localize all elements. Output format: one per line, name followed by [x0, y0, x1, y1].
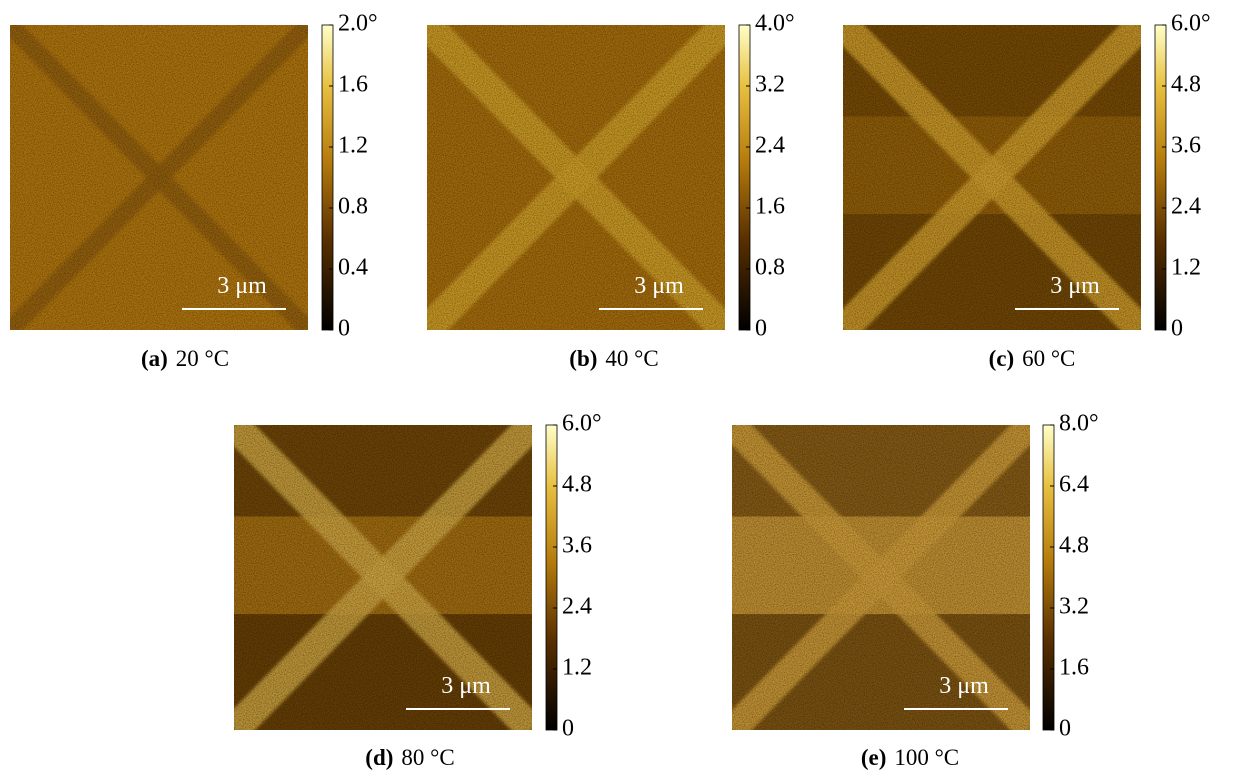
panel: 3 μm 0 1.2 2.4 3.6 4.8 6.0° (c) 60 °C	[843, 11, 1211, 371]
colorbar-tick-label: 0	[338, 316, 350, 342]
colorbar-tick-label: 2.0°	[338, 11, 378, 37]
colorbar-tick-label: 6.0°	[1171, 11, 1211, 37]
afm-image	[427, 25, 725, 330]
noise	[427, 25, 725, 330]
colorbar	[738, 24, 751, 331]
colorbar-tick-label: 3.2	[755, 72, 785, 98]
colorbar-tick-label: 4.8	[562, 472, 592, 498]
scale-bar-label: 3 μm	[939, 673, 989, 699]
caption-label: (a)	[141, 346, 168, 371]
panel: 3 μm 0 0.4 0.8 1.2 1.6 2.0° (a) 20 °C	[10, 11, 378, 371]
noise	[732, 425, 1030, 730]
colorbar	[1042, 424, 1055, 731]
colorbar-tick-label: 0.4	[338, 255, 368, 281]
colorbar-tick-label: 1.6	[755, 194, 785, 220]
scale-bar-label: 3 μm	[441, 673, 491, 699]
caption-label: (b)	[569, 346, 597, 371]
caption-text: 80 °C	[401, 745, 454, 770]
caption-label: (d)	[365, 745, 393, 770]
panel: 3 μm 0 1.2 2.4 3.6 4.8 6.0° (d) 80 °C	[234, 411, 602, 770]
colorbar-tick-label: 4.0°	[755, 11, 795, 37]
noise	[843, 25, 1141, 330]
colorbar	[545, 424, 558, 731]
noise	[10, 25, 308, 330]
noise	[234, 425, 532, 730]
colorbar-tick-label: 1.6	[338, 72, 368, 98]
colorbar-tick-label: 8.0°	[1059, 411, 1099, 437]
colorbar-tick-label: 3.2	[1059, 594, 1089, 620]
colorbar-tick-label: 0	[562, 716, 574, 742]
caption-text: 60 °C	[1022, 346, 1075, 371]
colorbar-tick-label: 1.2	[338, 133, 368, 159]
colorbar-tick-label: 4.8	[1059, 533, 1089, 559]
colorbar-tick-label: 3.6	[562, 533, 592, 559]
caption-label: (c)	[989, 346, 1015, 371]
colorbar-tick-label: 0	[1171, 316, 1183, 342]
colorbar-tick-label: 1.2	[1171, 255, 1201, 281]
colorbar-tick-label: 2.4	[1171, 194, 1201, 220]
colorbar-tick-label: 4.8	[1171, 72, 1201, 98]
caption: (c) 60 °C	[989, 346, 1076, 371]
caption: (a) 20 °C	[141, 346, 229, 371]
scale-bar-label: 3 μm	[634, 273, 684, 299]
caption: (e) 100 °C	[861, 745, 959, 770]
afm-image	[234, 425, 532, 730]
colorbar-tick-label: 2.4	[755, 133, 785, 159]
colorbar-tick-label: 0.8	[755, 255, 785, 281]
caption-text: 40 °C	[605, 346, 658, 371]
colorbar-tick-label: 0	[755, 316, 767, 342]
colorbar	[1154, 24, 1167, 331]
colorbar-tick-label: 6.0°	[562, 411, 602, 437]
caption-text: 20 °C	[176, 346, 229, 371]
afm-image	[732, 425, 1030, 730]
scale-bar-label: 3 μm	[1050, 273, 1100, 299]
panel: 3 μm 0 0.8 1.6 2.4 3.2 4.0° (b) 40 °C	[427, 11, 795, 371]
colorbar-tick-label: 3.6	[1171, 133, 1201, 159]
caption-label: (e)	[861, 745, 887, 770]
afm-image	[10, 25, 308, 330]
colorbar-tick-label: 6.4	[1059, 472, 1089, 498]
colorbar-tick-label: 1.6	[1059, 655, 1089, 681]
colorbar-tick-label: 0	[1059, 716, 1071, 742]
caption-text: 100 °C	[894, 745, 959, 770]
afm-image	[843, 25, 1141, 330]
panel: 3 μm 0 1.6 3.2 4.8 6.4 8.0° (e) 100 °C	[732, 411, 1099, 770]
caption: (b) 40 °C	[569, 346, 658, 371]
colorbar-tick-label: 1.2	[562, 655, 592, 681]
scale-bar-label: 3 μm	[217, 273, 267, 299]
caption: (d) 80 °C	[365, 745, 454, 770]
colorbar-tick-label: 2.4	[562, 594, 592, 620]
colorbar-tick-label: 0.8	[338, 194, 368, 220]
colorbar	[321, 24, 334, 331]
